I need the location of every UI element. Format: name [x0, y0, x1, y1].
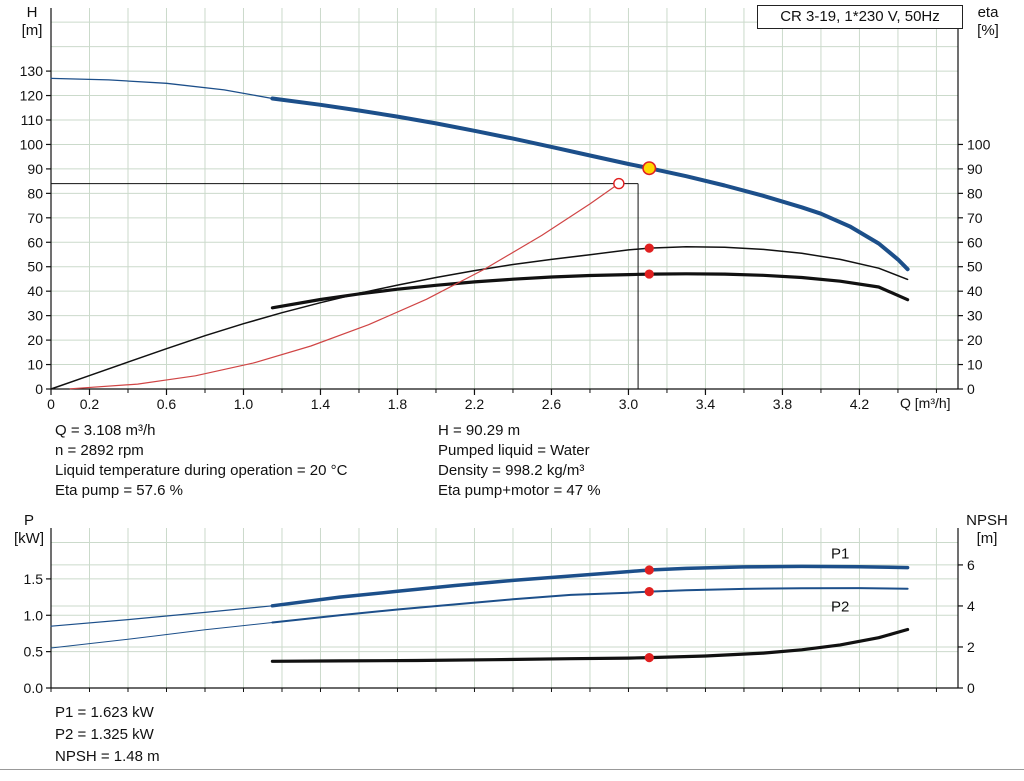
svg-text:0: 0	[35, 381, 43, 397]
svg-text:3.8: 3.8	[773, 396, 793, 412]
svg-text:10: 10	[967, 357, 983, 373]
eta-pump-curve	[50, 245, 909, 390]
svg-text:70: 70	[967, 210, 983, 226]
p1-point	[644, 565, 654, 575]
eta-pump-point	[644, 243, 654, 253]
svg-text:6: 6	[967, 557, 975, 573]
svg-text:0: 0	[967, 381, 975, 397]
svg-text:80: 80	[27, 185, 43, 201]
svg-text:0: 0	[967, 680, 975, 696]
svg-text:90: 90	[967, 161, 983, 177]
svg-text:2: 2	[967, 639, 975, 655]
p-axis-title: P [kW]	[14, 512, 44, 547]
svg-text:40: 40	[967, 283, 983, 299]
svg-text:4.2: 4.2	[850, 396, 870, 412]
info-liquid-temp: Liquid temperature during operation = 20…	[55, 462, 348, 479]
svg-text:0.5: 0.5	[24, 644, 44, 660]
info-p2: P2 = 1.325 kW	[55, 726, 154, 743]
svg-text:3.4: 3.4	[696, 396, 716, 412]
requested-duty-point	[613, 177, 625, 190]
svg-text:50: 50	[27, 259, 43, 275]
info-density: Density = 998.2 kg/m³	[438, 462, 585, 479]
svg-text:20: 20	[27, 332, 43, 348]
svg-text:50: 50	[967, 259, 983, 275]
duty-info-right: H = 90.29 m Pumped liquid = Water Densit…	[438, 421, 601, 501]
svg-text:100: 100	[967, 136, 991, 152]
svg-text:1.8: 1.8	[388, 396, 408, 412]
svg-text:1.0: 1.0	[24, 607, 44, 623]
eta-pump-motor-curve	[270, 272, 910, 310]
svg-text:60: 60	[967, 234, 983, 250]
p1-curve	[270, 564, 910, 608]
pump-curve	[270, 96, 910, 272]
svg-text:60: 60	[27, 234, 43, 250]
p2-curve	[271, 587, 909, 624]
info-eta-pump: Eta pump = 57.6 %	[55, 482, 183, 499]
svg-text:10: 10	[27, 357, 43, 373]
h-axis-title: H [m]	[21, 4, 43, 39]
p2-curve-lead	[50, 622, 273, 649]
svg-text:70: 70	[27, 210, 43, 226]
p2-label: P2	[831, 599, 849, 616]
svg-text:100: 100	[20, 136, 44, 152]
q-axis-title: Q [m³/h]	[900, 395, 951, 411]
p1-label: P1	[831, 546, 849, 563]
info-p1: P1 = 1.623 kW	[55, 704, 154, 721]
svg-text:2.6: 2.6	[542, 396, 562, 412]
info-speed: n = 2892 rpm	[55, 442, 144, 459]
svg-text:1.4: 1.4	[311, 396, 331, 412]
info-npsh: NPSH = 1.48 m	[55, 748, 160, 765]
eta-axis-title: eta [%]	[977, 4, 999, 39]
system-curve	[69, 183, 620, 390]
npsh-axis-title: NPSH [m]	[966, 512, 1008, 547]
pump-model-box: CR 3-19, 1*230 V, 50Hz	[757, 5, 963, 29]
info-eta-pump-motor: Eta pump+motor = 47 %	[438, 482, 601, 499]
info-pumped-liquid: Pumped liquid = Water	[438, 442, 590, 459]
eta-pump-motor-point	[644, 269, 654, 279]
svg-text:4: 4	[967, 598, 975, 614]
svg-text:0: 0	[47, 396, 55, 412]
duty-info-left: Q = 3.108 m³/h n = 2892 rpm Liquid tempe…	[55, 421, 347, 501]
info-q: Q = 3.108 m³/h	[55, 422, 156, 439]
power-info: P1 = 1.623 kW P2 = 1.325 kW NPSH = 1.48 …	[55, 702, 160, 768]
info-head: H = 90.29 m	[438, 422, 521, 439]
svg-text:0.0: 0.0	[24, 680, 44, 696]
svg-text:20: 20	[967, 332, 983, 348]
p2-point	[644, 587, 654, 597]
svg-text:110: 110	[21, 112, 44, 128]
svg-text:40: 40	[27, 283, 43, 299]
svg-text:30: 30	[967, 308, 983, 324]
svg-text:0.2: 0.2	[80, 396, 100, 412]
p1-curve-lead	[50, 605, 273, 627]
svg-text:3.0: 3.0	[619, 396, 639, 412]
npsh-point	[644, 653, 654, 663]
pump-curve-lead	[50, 77, 274, 100]
svg-text:1.5: 1.5	[24, 571, 44, 587]
svg-text:2.2: 2.2	[465, 396, 485, 412]
svg-text:120: 120	[20, 88, 44, 104]
page-divider	[0, 769, 1024, 770]
operating-point	[642, 161, 657, 176]
pump-model-label: CR 3-19, 1*230 V, 50Hz	[780, 8, 940, 25]
svg-text:0.6: 0.6	[157, 396, 177, 412]
svg-text:80: 80	[967, 185, 983, 201]
svg-text:30: 30	[27, 308, 43, 324]
svg-text:90: 90	[27, 161, 43, 177]
svg-text:1.0: 1.0	[234, 396, 254, 412]
svg-text:130: 130	[20, 63, 44, 79]
